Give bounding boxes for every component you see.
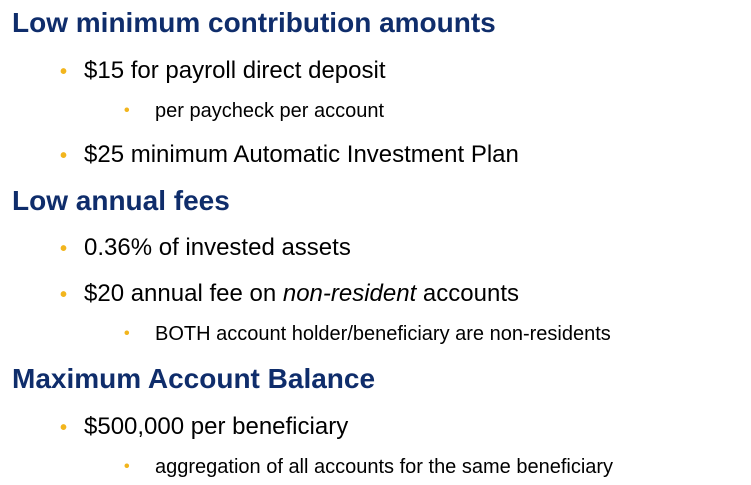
bullet-dot: • <box>60 417 68 439</box>
bullet-dot: • <box>124 325 130 342</box>
heading-low-annual-fees: Low annual fees <box>12 185 230 216</box>
heading-low-minimum-contribution: Low minimum contribution amounts <box>12 7 496 38</box>
bullet-text: BOTH account holder/beneficiary are non-… <box>155 323 611 345</box>
subbullet-both-non-residents: • BOTH account holder/beneficiary are no… <box>124 321 611 347</box>
bullet-dot: • <box>60 61 68 83</box>
bullet-maximum-per-beneficiary: • $500,000 per beneficiary <box>60 412 349 442</box>
bullet-text-pre: $20 annual fee on <box>84 280 283 307</box>
bullet-dot: • <box>124 102 130 119</box>
bullet-dot: • <box>60 145 68 167</box>
bullet-text: aggregation of all accounts for the same… <box>155 456 614 478</box>
bullet-text: 0.36% of invested assets <box>84 234 351 261</box>
bullet-dot: • <box>60 238 68 260</box>
bullet-text: per paycheck per account <box>155 100 385 122</box>
bullet-text: $25 minimum Automatic Investment Plan <box>84 141 519 168</box>
subbullet-aggregation: • aggregation of all accounts for the sa… <box>124 454 614 480</box>
bullet-text: $15 for payroll direct deposit <box>84 57 386 84</box>
bullet-text: $500,000 per beneficiary <box>84 413 349 440</box>
bullet-dot: • <box>60 284 68 306</box>
bullet-automatic-investment-plan: • $25 minimum Automatic Investment Plan <box>60 140 519 170</box>
bullet-dot: • <box>124 458 130 475</box>
subbullet-per-paycheck: • per paycheck per account <box>124 98 385 124</box>
bullet-non-resident-fee: • $20 annual fee on non-resident account… <box>60 279 519 309</box>
bullet-invested-assets-fee: • 0.36% of invested assets <box>60 233 351 263</box>
bullet-text-post: accounts <box>416 280 519 307</box>
bullet-payroll-direct-deposit: • $15 for payroll direct deposit <box>60 56 386 86</box>
bullet-text-emphasis: non-resident <box>282 280 417 307</box>
heading-maximum-account-balance: Maximum Account Balance <box>12 363 376 394</box>
